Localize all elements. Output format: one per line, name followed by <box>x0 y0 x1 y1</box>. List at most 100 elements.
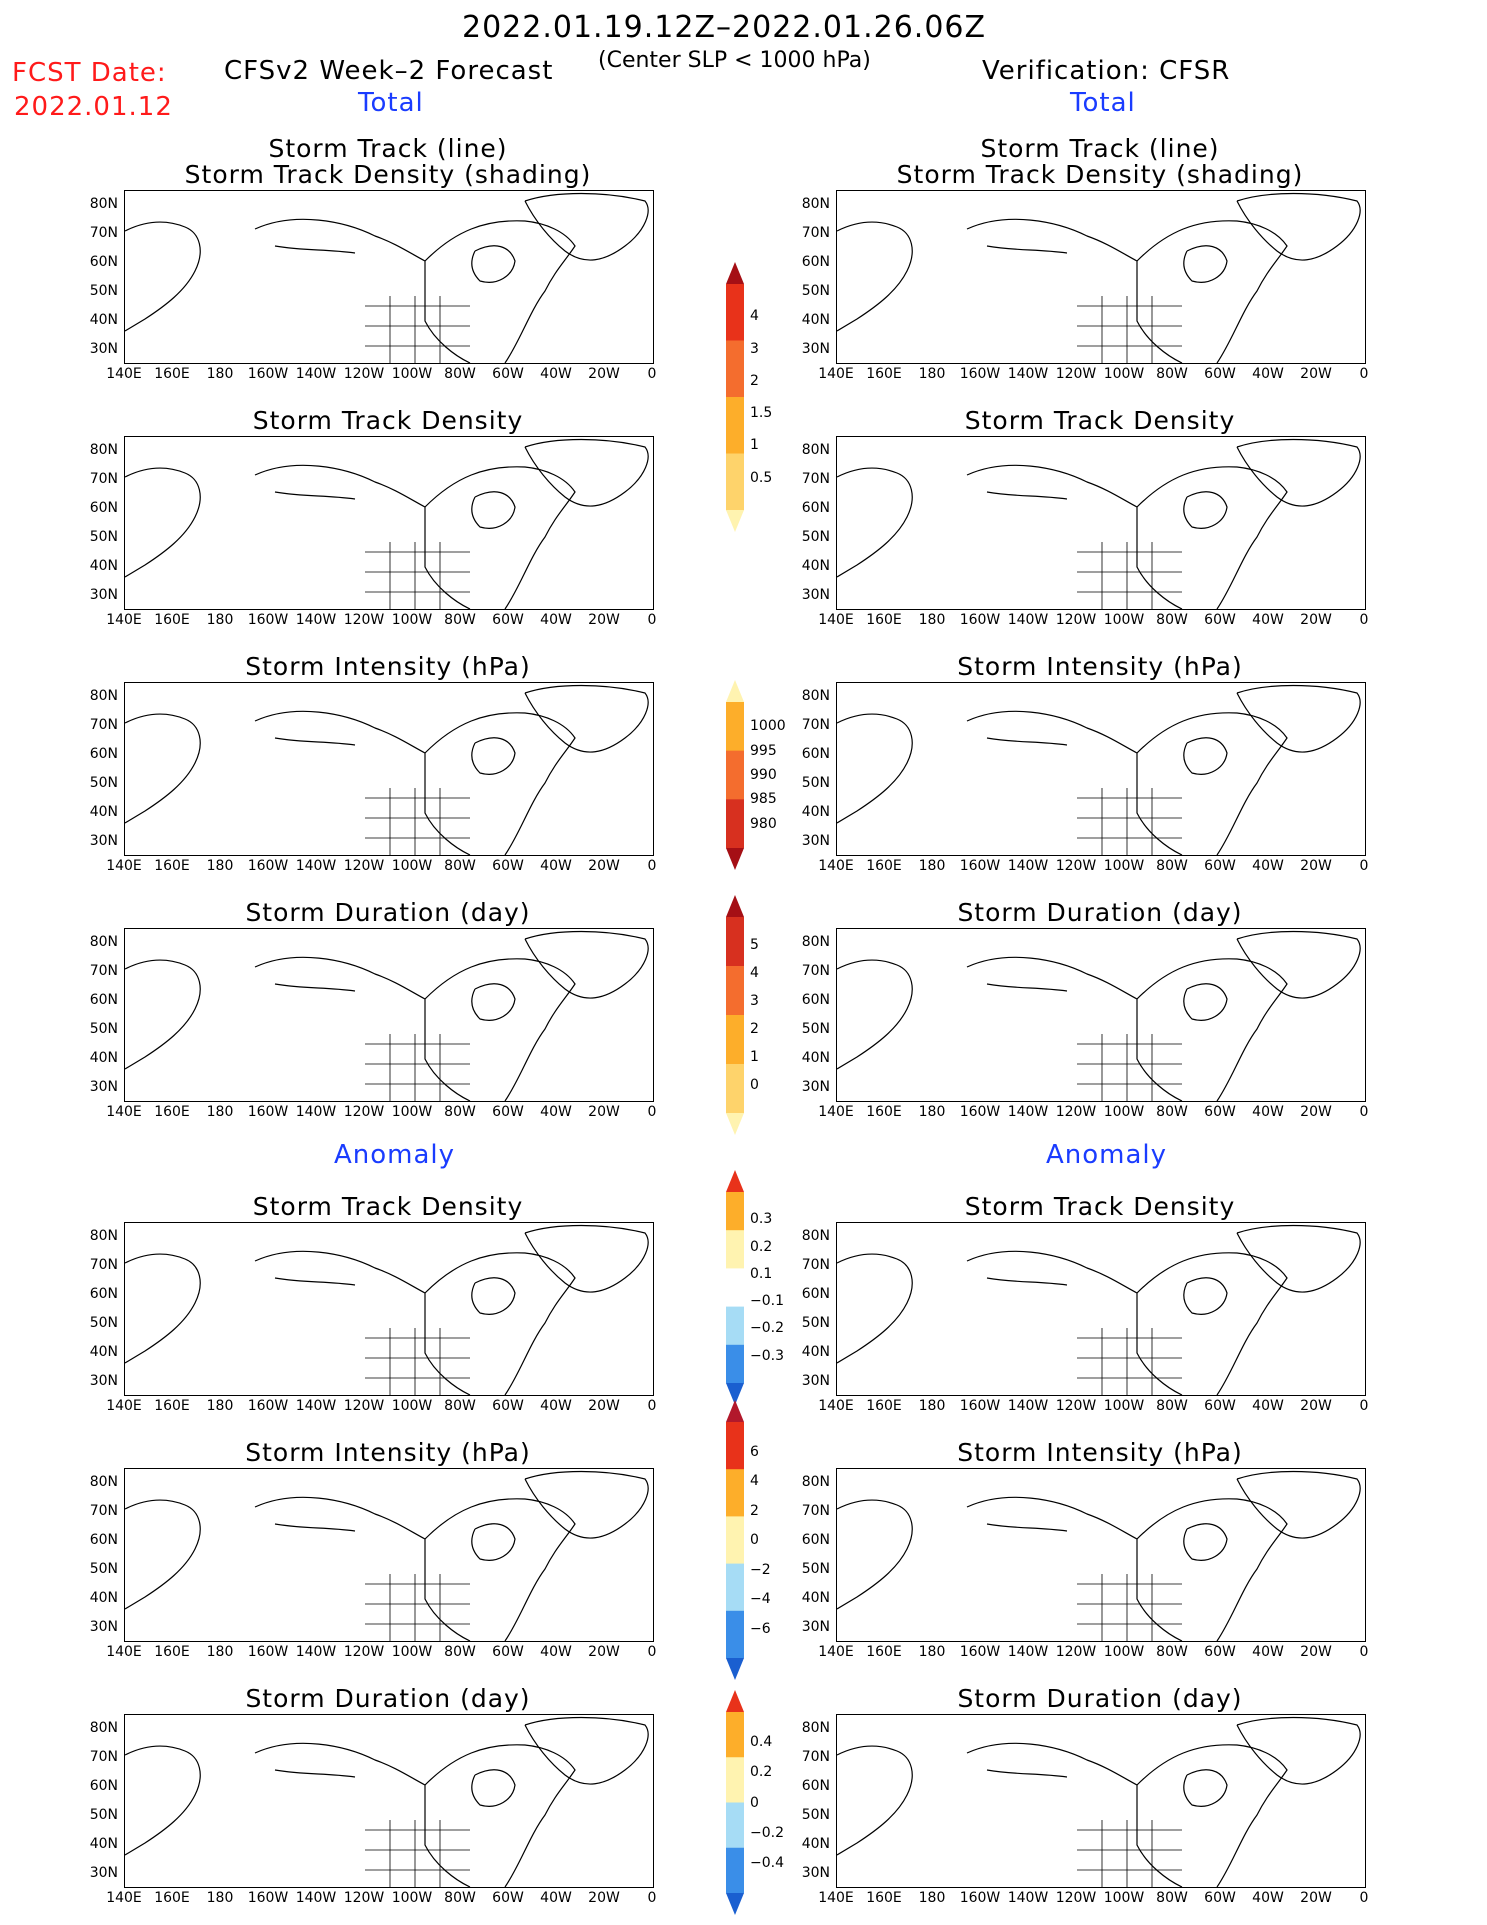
longitude-label: 100W <box>1103 858 1145 874</box>
longitude-label: 0 <box>1359 612 1369 628</box>
latitude-label: 60N <box>801 1286 830 1302</box>
latitude-label: 80N <box>801 1228 830 1244</box>
coastline <box>365 1574 470 1641</box>
coastline <box>365 788 470 855</box>
left-track-title-2: Storm Track Density (shading) <box>184 160 592 189</box>
latitude-label: 30N <box>801 1373 830 1389</box>
longitude-label: 60W <box>492 858 524 874</box>
colorbar-label: 0 <box>750 1077 759 1093</box>
left-density-anomaly-map <box>124 1222 654 1396</box>
left-track-title-1: Storm Track (line) <box>268 134 508 163</box>
longitude-label: 60W <box>492 1644 524 1660</box>
right-density-anomaly-title: Storm Track Density <box>964 1192 1236 1221</box>
left-duration-anomaly-map <box>124 1714 654 1888</box>
colorbar-label: −0.4 <box>750 1854 784 1871</box>
coastline <box>424 220 576 363</box>
colorbar-cap <box>726 1113 744 1135</box>
density-anom-colorbar <box>726 1170 744 1405</box>
coastline <box>1183 491 1228 529</box>
colorbar-cap <box>726 1170 744 1192</box>
longitude-label: 140E <box>106 1890 142 1906</box>
longitude-label: 80W <box>444 1398 476 1414</box>
longitude-label: 140W <box>295 858 337 874</box>
colorbar-cap <box>726 1383 744 1405</box>
coastline <box>274 1277 356 1286</box>
longitude-label: 180 <box>206 612 234 628</box>
latitude-label: 40N <box>801 1590 830 1606</box>
latitude-label: 60N <box>801 1778 830 1794</box>
coastline <box>1183 245 1228 283</box>
coastline <box>524 1716 649 1785</box>
colorbar-label: 0 <box>750 1532 759 1548</box>
right-track-map <box>836 190 1366 364</box>
colorbar-label: 1.5 <box>750 405 773 422</box>
left-intensity-anomaly-map <box>124 1468 654 1642</box>
longitude-label: 40W <box>1252 1644 1284 1660</box>
colorbar-label: 4 <box>750 965 759 981</box>
longitude-label: 40W <box>1252 612 1284 628</box>
left-intensity-title: Storm Intensity (hPa) <box>245 652 531 681</box>
longitude-label: 20W <box>1300 1644 1332 1660</box>
latitude-label: 60N <box>801 746 830 762</box>
latitude-label: 30N <box>801 833 830 849</box>
colorbar-segment <box>726 1757 744 1803</box>
colorbar-cap <box>726 1690 744 1712</box>
colorbar-label: 995 <box>750 742 777 759</box>
colorbar-segment <box>726 1610 744 1659</box>
longitude-label: 0 <box>647 1644 657 1660</box>
left-density-map <box>124 436 654 610</box>
coastline <box>1077 1574 1182 1641</box>
longitude-label: 140E <box>818 612 854 628</box>
coastline <box>524 1470 649 1539</box>
left-duration-title: Storm Duration (day) <box>245 898 531 927</box>
longitude-label: 180 <box>918 1104 946 1120</box>
coastline <box>471 737 516 775</box>
longitude-label: 160E <box>154 858 190 874</box>
colorbar-segment <box>726 397 744 454</box>
longitude-label: 80W <box>1156 1644 1188 1660</box>
coastline <box>254 218 471 363</box>
left-total-label: Total <box>358 88 424 118</box>
right-density-title: Storm Track Density <box>964 406 1236 435</box>
longitude-label: 100W <box>391 1104 433 1120</box>
latitude-label: 70N <box>89 1257 118 1273</box>
coastline <box>1183 983 1228 1021</box>
right-density-map <box>836 436 1366 610</box>
colorbar-label: 3 <box>750 993 759 1009</box>
colorbar-label: −0.2 <box>750 1320 784 1337</box>
longitude-label: 60W <box>1204 858 1236 874</box>
longitude-label: 80W <box>1156 366 1188 382</box>
longitude-label: 60W <box>492 1398 524 1414</box>
longitude-label: 180 <box>206 366 234 382</box>
colorbar-segment <box>726 702 744 752</box>
coastline <box>524 930 649 999</box>
longitude-label: 140W <box>1007 1398 1049 1414</box>
colorbar-label: 0.3 <box>750 1211 773 1228</box>
longitude-label: 40W <box>540 858 572 874</box>
colorbar-cap <box>726 262 744 284</box>
coastline <box>837 467 913 578</box>
latitude-label: 60N <box>89 1532 118 1548</box>
longitude-label: 80W <box>1156 858 1188 874</box>
coastline <box>1077 788 1182 855</box>
longitude-label: 100W <box>391 366 433 382</box>
duration-anom-colorbar <box>726 1690 744 1915</box>
longitude-label: 160W <box>247 1398 289 1414</box>
colorbar-cap <box>726 848 744 870</box>
colorbar-label: 6 <box>750 1443 759 1460</box>
coastline <box>1236 684 1361 753</box>
longitude-label: 180 <box>206 1398 234 1414</box>
latitude-label: 70N <box>801 225 830 241</box>
coastline <box>424 466 576 609</box>
longitude-label: 40W <box>1252 1890 1284 1906</box>
coastline <box>1236 438 1361 507</box>
longitude-label: 140E <box>818 858 854 874</box>
longitude-label: 140W <box>1007 1890 1049 1906</box>
longitude-label: 140E <box>818 1398 854 1414</box>
latitude-label: 60N <box>89 1286 118 1302</box>
coastline <box>125 1253 201 1364</box>
longitude-label: 160W <box>959 858 1001 874</box>
colorbar-segment <box>726 1847 744 1894</box>
longitude-label: 80W <box>444 1890 476 1906</box>
latitude-label: 70N <box>89 1503 118 1519</box>
